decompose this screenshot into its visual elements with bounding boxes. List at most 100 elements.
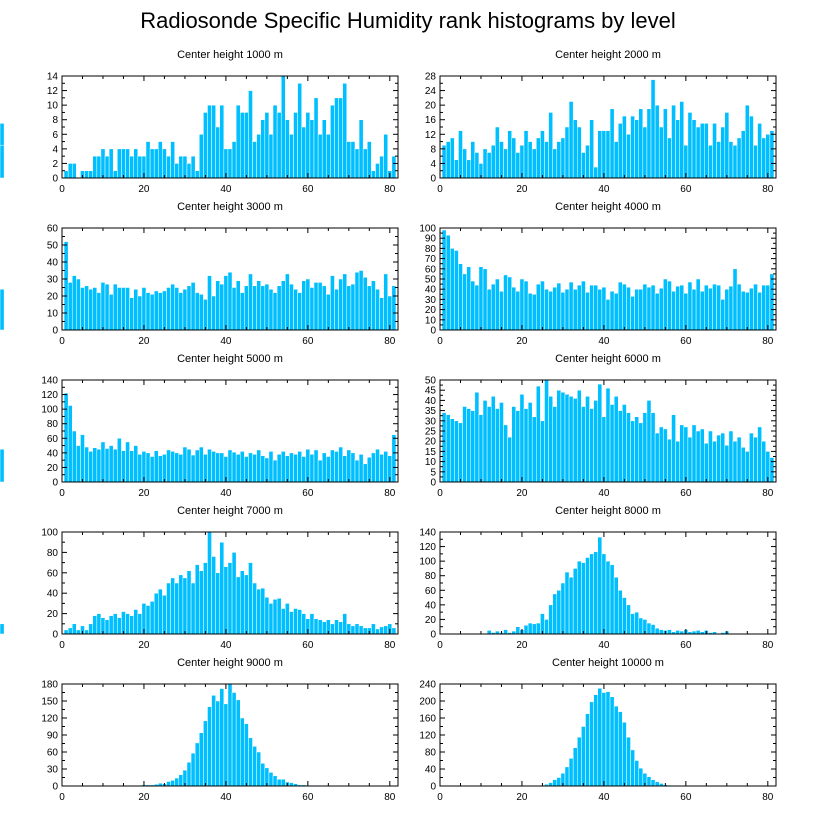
bar bbox=[362, 148, 368, 179]
bar bbox=[162, 148, 167, 179]
bar bbox=[137, 454, 143, 483]
bar bbox=[88, 623, 93, 635]
bar bbox=[371, 623, 376, 635]
panel-title: Center height 1000 m bbox=[177, 49, 283, 61]
bar bbox=[638, 288, 644, 331]
bar bbox=[112, 448, 118, 483]
bar bbox=[544, 379, 549, 483]
bar bbox=[256, 280, 261, 331]
bar bbox=[375, 628, 380, 635]
bar bbox=[572, 398, 578, 483]
bar bbox=[96, 292, 102, 331]
bar bbox=[350, 452, 356, 483]
x-tick-label: 80 bbox=[762, 792, 774, 803]
bar bbox=[0, 144, 5, 179]
bar bbox=[495, 126, 500, 179]
bar bbox=[190, 155, 196, 179]
bar bbox=[654, 104, 660, 179]
bar bbox=[367, 141, 372, 179]
bar bbox=[211, 451, 216, 483]
bar bbox=[519, 394, 525, 483]
bar bbox=[272, 775, 278, 787]
bar bbox=[305, 112, 311, 179]
bar bbox=[564, 288, 570, 331]
x-tick-label: 80 bbox=[384, 792, 396, 803]
x-tick-label: 20 bbox=[516, 792, 528, 803]
bar bbox=[753, 144, 758, 179]
bar bbox=[564, 766, 570, 787]
bar bbox=[581, 280, 586, 331]
panel-title: Center height 4000 m bbox=[555, 201, 661, 213]
bar bbox=[634, 288, 639, 331]
bar bbox=[63, 241, 69, 331]
bar bbox=[358, 119, 364, 179]
bar bbox=[219, 283, 225, 331]
y-tick-label: 150 bbox=[41, 697, 58, 708]
bar bbox=[556, 590, 562, 635]
bar bbox=[244, 112, 249, 179]
bar bbox=[215, 572, 221, 635]
bar bbox=[708, 430, 713, 483]
y-tick-label: 120 bbox=[41, 390, 58, 401]
bar bbox=[264, 597, 270, 635]
bar bbox=[486, 630, 492, 635]
bar bbox=[297, 83, 302, 179]
bar bbox=[597, 688, 603, 787]
bar bbox=[67, 627, 73, 635]
bar bbox=[84, 285, 89, 331]
x-tick-label: 0 bbox=[59, 184, 65, 195]
bar bbox=[605, 691, 611, 787]
bar bbox=[158, 588, 163, 635]
bar bbox=[671, 414, 676, 483]
bar bbox=[646, 400, 652, 483]
y-tick-label: 4 bbox=[430, 159, 436, 170]
bar bbox=[289, 134, 294, 179]
bar bbox=[186, 570, 192, 635]
y-tick-label: 35 bbox=[425, 406, 437, 417]
bar bbox=[158, 292, 163, 331]
bar bbox=[121, 611, 126, 635]
bar bbox=[194, 449, 200, 483]
y-tick-label: 80 bbox=[47, 548, 59, 559]
bar bbox=[252, 582, 257, 635]
bar bbox=[321, 119, 327, 179]
bar bbox=[227, 683, 233, 787]
bar bbox=[462, 148, 467, 179]
bar bbox=[695, 430, 701, 483]
bar bbox=[149, 456, 155, 483]
bar bbox=[740, 290, 746, 331]
bar bbox=[166, 287, 171, 331]
bar bbox=[515, 290, 521, 331]
bar bbox=[301, 456, 307, 483]
bar bbox=[141, 287, 147, 331]
bar bbox=[129, 450, 134, 483]
bar bbox=[622, 283, 627, 331]
bar bbox=[482, 268, 488, 331]
bar bbox=[593, 400, 599, 483]
bar bbox=[129, 297, 134, 331]
bar bbox=[227, 271, 233, 331]
bar bbox=[321, 621, 327, 635]
bar bbox=[330, 623, 335, 635]
bar bbox=[568, 758, 574, 787]
bar bbox=[658, 629, 664, 635]
y-tick-label: 60 bbox=[47, 224, 59, 235]
bar bbox=[466, 408, 471, 483]
bar bbox=[96, 155, 102, 179]
bar bbox=[712, 283, 717, 331]
bar bbox=[663, 278, 668, 331]
bar bbox=[704, 442, 709, 483]
bar bbox=[609, 290, 615, 331]
bar bbox=[158, 455, 163, 483]
bar bbox=[613, 396, 619, 483]
bar bbox=[470, 280, 476, 331]
bar bbox=[507, 436, 512, 483]
bar bbox=[125, 148, 130, 179]
bar bbox=[264, 112, 270, 179]
bar bbox=[260, 119, 266, 179]
bar bbox=[581, 152, 586, 179]
bar bbox=[609, 404, 615, 483]
bar bbox=[153, 290, 159, 331]
x-tick-label: 20 bbox=[138, 792, 150, 803]
bar bbox=[638, 422, 644, 483]
